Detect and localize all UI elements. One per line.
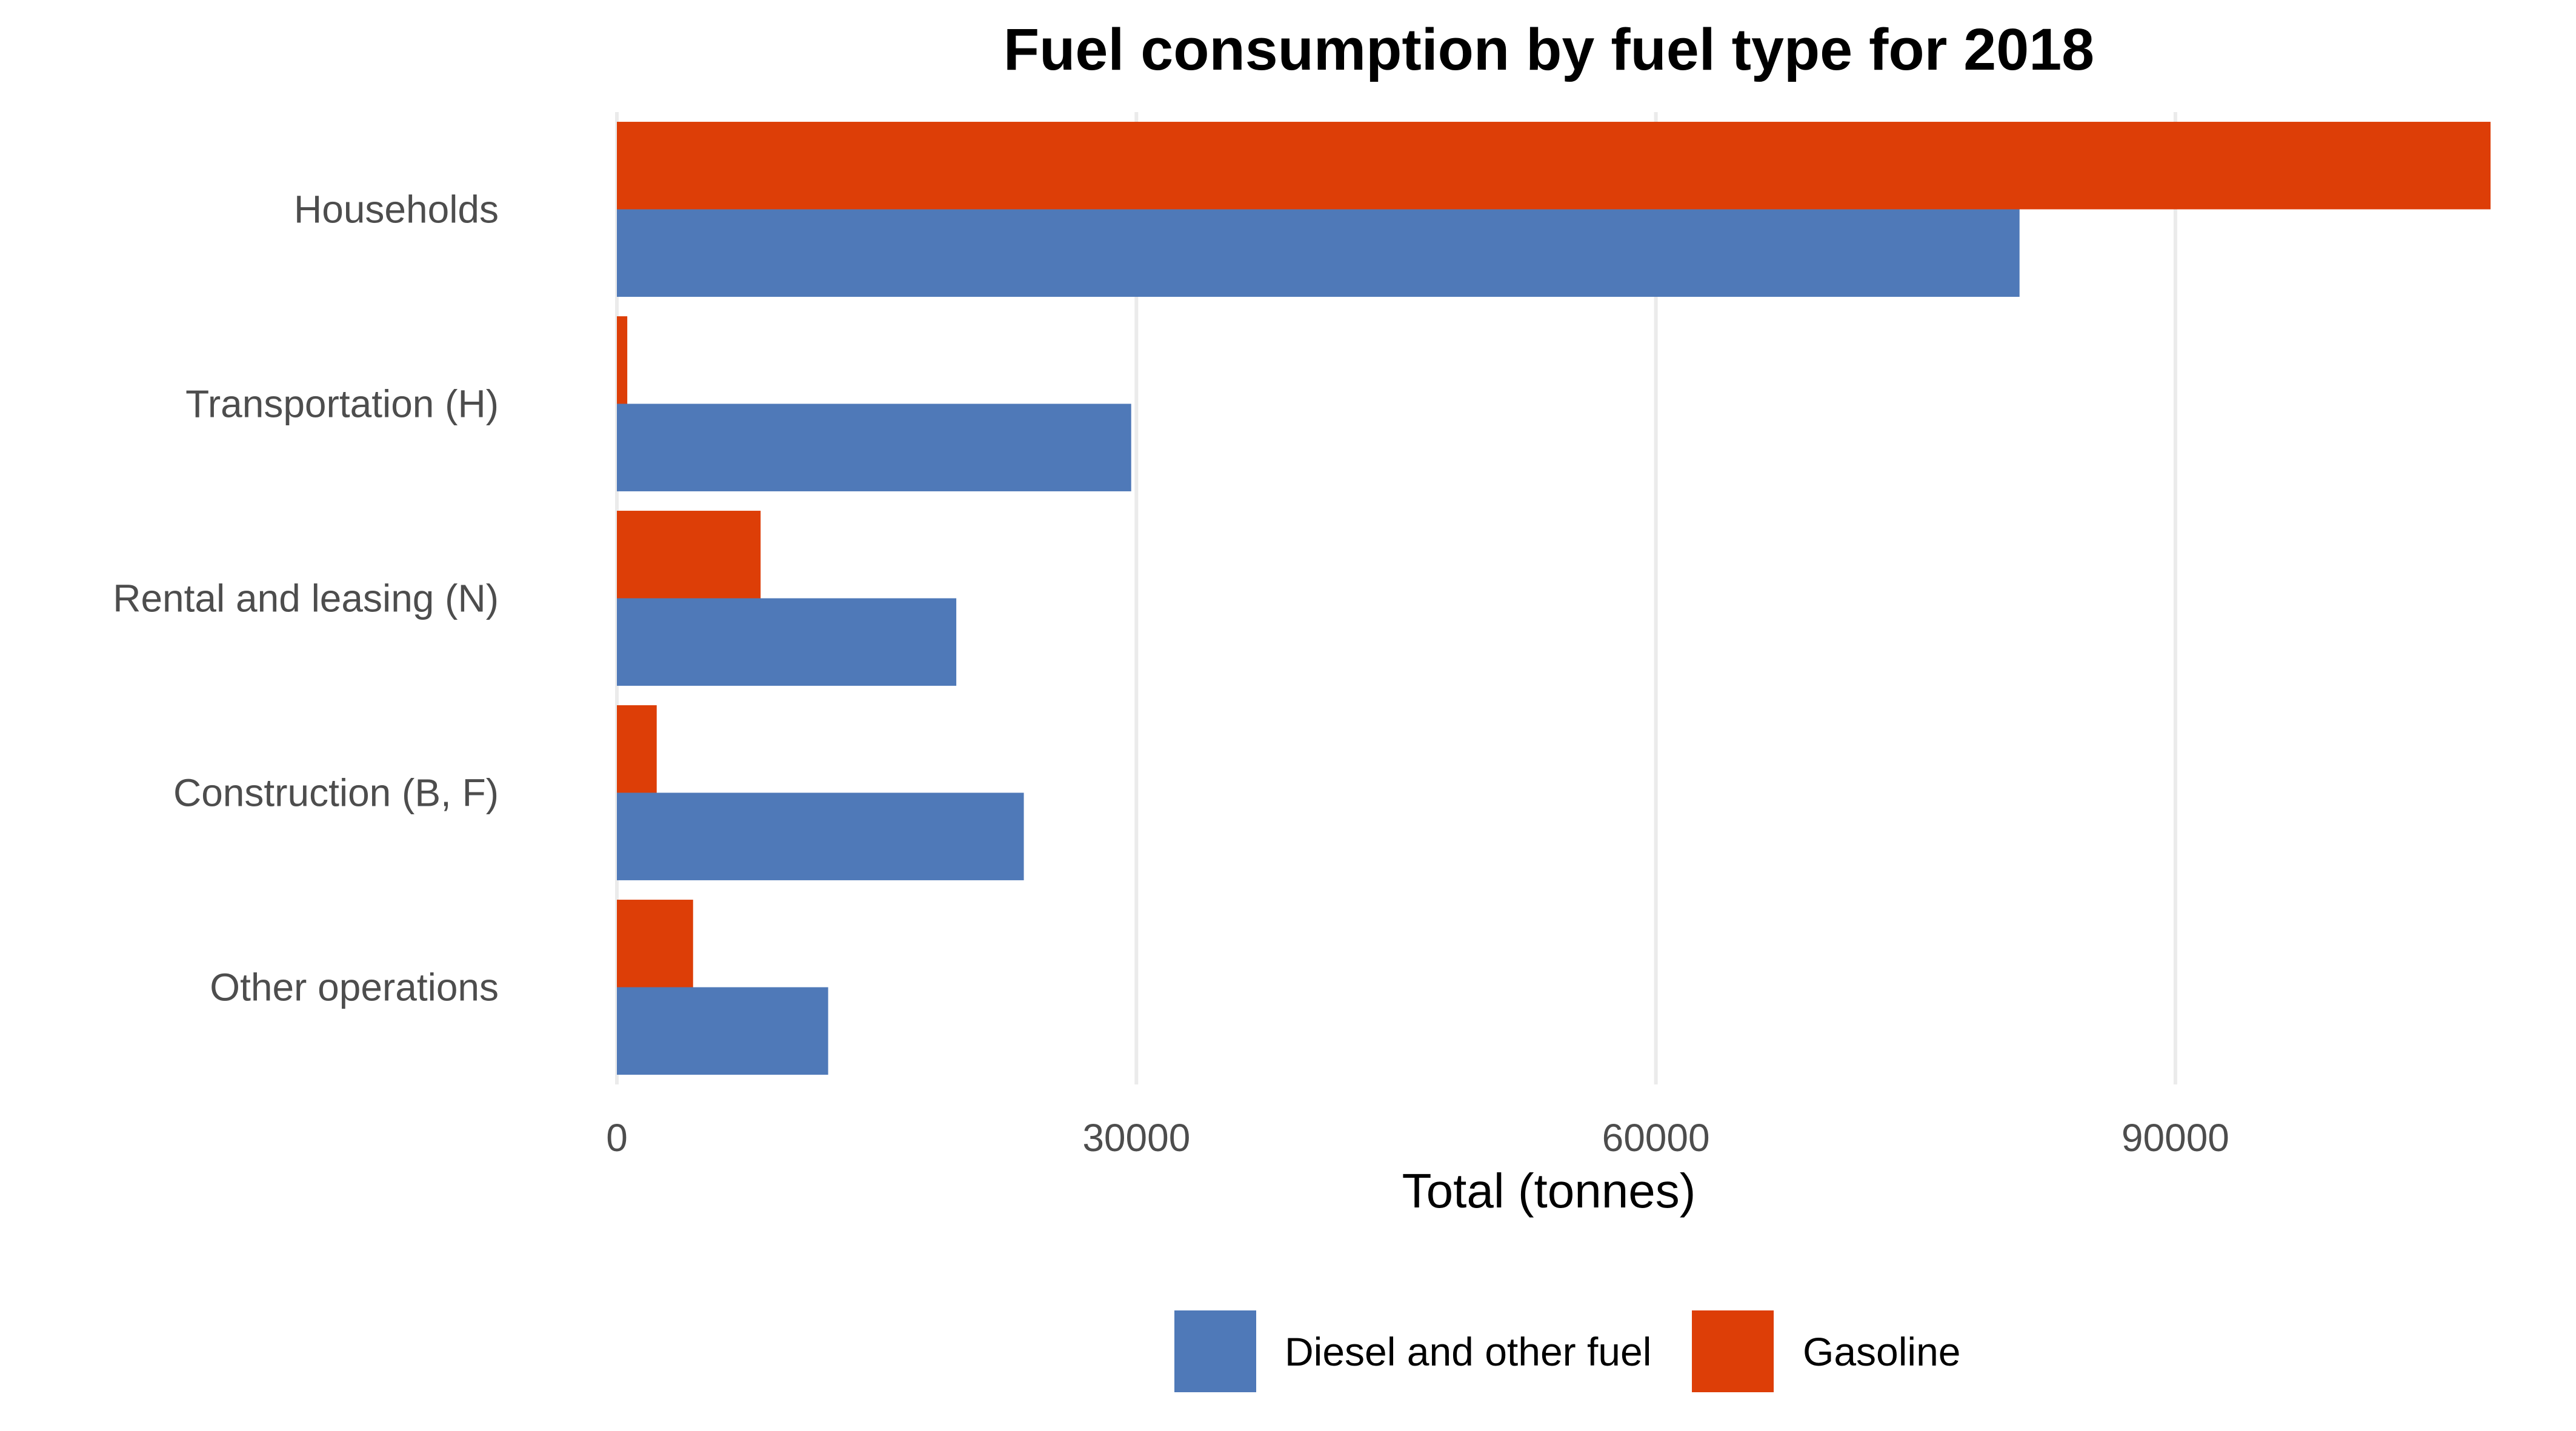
y-category-label: Transportation (H): [185, 382, 499, 426]
x-tick-label: 90000: [2122, 1116, 2229, 1160]
legend: Diesel and other fuel Gasoline: [1174, 1310, 1961, 1392]
bar-gasoline: [617, 122, 2491, 210]
y-category-label: Construction (B, F): [173, 771, 499, 815]
x-axis-title: Total (tonnes): [1402, 1164, 1696, 1218]
bar-diesel-and-other-fuel: [617, 792, 1024, 880]
chart-title: Fuel consumption by fuel type for 2018: [1003, 16, 2094, 82]
bar-gasoline: [617, 511, 761, 599]
legend-swatch: [1692, 1310, 1774, 1392]
legend-label: Diesel and other fuel: [1285, 1329, 1651, 1374]
x-tick-label: 60000: [1602, 1116, 1710, 1160]
x-axis-ticks: 0 30000 60000 90000: [606, 1116, 2229, 1160]
x-tick-label: 0: [606, 1116, 628, 1160]
bar-gasoline: [617, 900, 693, 988]
bar-gasoline: [617, 705, 657, 793]
bar-diesel-and-other-fuel: [617, 209, 2020, 297]
y-category-label: Rental and leasing (N): [113, 577, 499, 620]
y-category-label: Other operations: [210, 966, 499, 1009]
bar-diesel-and-other-fuel: [617, 598, 957, 686]
bar-diesel-and-other-fuel: [617, 987, 828, 1075]
legend-label: Gasoline: [1803, 1329, 1961, 1374]
y-axis-categories: Households Transportation (H) Rental and l…: [113, 188, 499, 1009]
bars: [617, 122, 2491, 1075]
legend-swatch: [1174, 1310, 1256, 1392]
y-category-label: Households: [294, 188, 499, 231]
x-tick-label: 30000: [1082, 1116, 1190, 1160]
bar-diesel-and-other-fuel: [617, 403, 1131, 491]
bar-gasoline: [617, 316, 628, 404]
